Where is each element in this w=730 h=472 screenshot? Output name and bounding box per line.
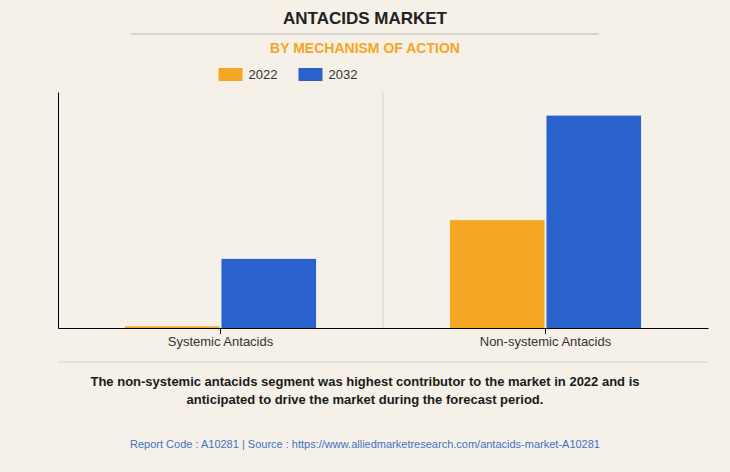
legend-swatch [219, 68, 243, 81]
bars [125, 116, 641, 328]
chart-container: ANTACIDS MARKET BY MECHANISM OF ACTION Sys… [0, 0, 730, 472]
x-tick: Systemic Antacids [168, 328, 274, 349]
legend-swatch [299, 68, 323, 81]
legend-item: 2022 [219, 67, 278, 82]
annotation-line: The non-systemic antacids segment was hi… [90, 374, 639, 389]
x-tick-label: Systemic Antacids [168, 334, 274, 349]
chart-svg: ANTACIDS MARKET BY MECHANISM OF ACTION Sys… [0, 0, 730, 472]
bar [125, 326, 220, 328]
separator [58, 362, 708, 363]
x-tick-mark [545, 328, 546, 334]
y-axis-line [58, 93, 59, 329]
x-axis: Systemic Antacids Non-systemic Antacids [59, 328, 709, 349]
legend-label: 2032 [329, 67, 358, 82]
title: ANTACIDS MARKET [283, 9, 448, 28]
y-axis [58, 93, 59, 329]
legend-label: 2022 [249, 67, 278, 82]
annotation: The non-systemic antacids segment was hi… [90, 374, 639, 407]
bar [450, 220, 545, 328]
source: Report Code : A10281 | Source : https://… [130, 438, 600, 450]
title-rule [131, 34, 598, 35]
x-tick-mark [220, 328, 221, 334]
subtitle: BY MECHANISM OF ACTION [270, 40, 460, 56]
x-tick-label: Non-systemic Antacids [480, 334, 612, 349]
legend-item: 2032 [299, 67, 358, 82]
annotation-line: anticipated to drive the market during t… [187, 392, 544, 407]
background [0, 0, 730, 472]
x-axis-line [59, 328, 709, 329]
group-divider [383, 92, 384, 328]
x-tick: Non-systemic Antacids [480, 328, 612, 349]
plot: Systemic Antacids Non-systemic Antacids [59, 92, 709, 349]
bar [221, 259, 316, 328]
bar [546, 116, 641, 328]
legend: 2022 2032 [219, 67, 358, 82]
